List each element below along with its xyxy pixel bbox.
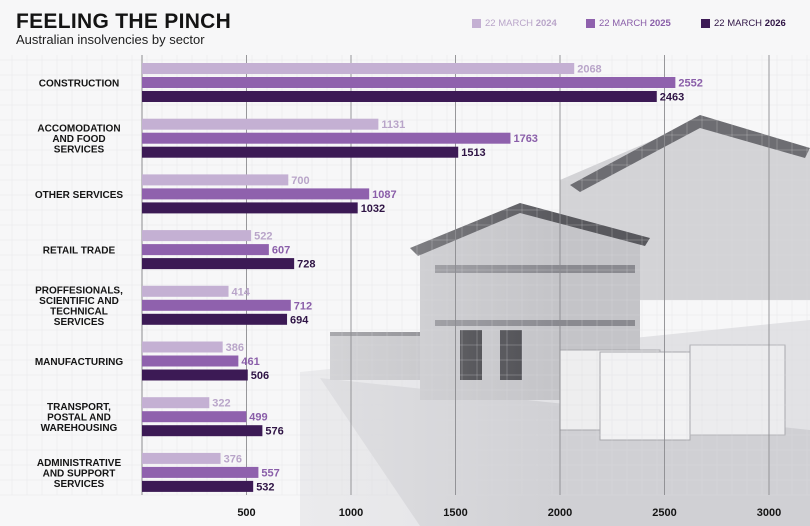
legend-item-2026: 22 MARCH 2026 [701,18,786,29]
bar-2026-4 [142,313,288,325]
legend-year-2025: 2025 [649,18,671,29]
bar-label-2025-2: 1087 [372,189,396,201]
legend-date-2024: 22 MARCH [485,18,534,29]
bar-label-2026-2: 1032 [361,203,385,215]
bar-label-2026-6: 576 [265,426,283,438]
category-label-6-line-2: WAREHOUSING [41,423,118,434]
bar-label-2025-1: 1763 [513,133,537,145]
x-tick-label-1000: 1000 [339,507,363,519]
category-label-7-line-1: AND SUPPORT [43,468,116,479]
bar-label-2025-0: 2552 [678,78,702,90]
bar-label-2024-4: 414 [232,286,251,298]
grid-layer [0,55,810,496]
bars-layer: 2068 2552 2463 1131 1763 1513 700 1087 1032 52260… [142,63,703,493]
bar-label-2026-1: 1513 [461,147,485,159]
category-label-4-line-0: PROFFESIONALS, [35,286,123,297]
chart-subtitle: Australian insolvencies by sector [16,32,205,47]
bar-2024-5 [142,341,223,353]
bar-label-2024-1: 1131 [381,119,405,131]
bar-label-2026-7: 532 [256,481,274,493]
bar-2025-3 [142,244,269,256]
bar-2026-1 [142,146,459,158]
category-label-7-line-0: ADMINISTRATIVE [37,458,122,469]
bar-label-2024-3: 522 [254,231,272,243]
legend-date-2026: 22 MARCH [714,18,763,29]
bar-2024-1 [142,118,379,130]
x-tick-label-2000: 2000 [548,507,572,519]
legend-swatch-2024 [472,19,481,28]
bar-label-2026-3: 728 [297,259,315,271]
bar-label-2024-5: 386 [226,342,244,354]
bar-2025-2 [142,188,370,200]
bar-2024-3 [142,230,252,242]
legend-year-2024: 2024 [535,18,557,29]
bar-label-2026-4: 694 [290,314,309,326]
category-label-7-line-2: SERVICES [54,479,105,490]
category-label-4-line-3: SERVICES [54,317,105,328]
bar-2024-6 [142,397,210,409]
bar-label-2026-5: 506 [251,370,269,382]
category-label-4-line-1: SCIENTIFIC AND [39,296,119,307]
bar-2024-2 [142,174,289,186]
bar-label-2025-4: 712 [294,300,312,312]
bar-2024-0 [142,63,575,74]
legend-item-2024: 22 MARCH 2024 [472,18,557,29]
bar-2025-6 [142,411,247,423]
legend-swatch-2025 [586,19,595,28]
bar-2025-1 [142,132,511,144]
bar-2026-2 [142,202,358,214]
bar-2026-6 [142,425,263,437]
bar-label-2026-0: 2463 [660,92,684,104]
x-tick-label-3000: 3000 [757,507,781,519]
legend-item-2025: 22 MARCH 2025 [586,18,671,29]
bar-2026-5 [142,369,248,381]
legend-date-2025: 22 MARCH [599,18,648,29]
bar-2025-5 [142,355,239,367]
category-label-1-line-0: ACCOMODATION [37,124,120,135]
bar-label-2024-2: 700 [291,175,309,187]
bar-2026-3 [142,258,295,270]
bar-2026-0 [142,91,657,102]
category-label-4-line-2: TECHNICAL [50,307,108,318]
legend-year-2026: 2026 [764,18,786,29]
legend-swatch-2026 [701,19,710,28]
category-label-6-line-0: TRANSPORT, [47,402,111,413]
bar-2025-4 [142,299,291,311]
category-label-1-line-2: SERVICES [54,145,105,156]
bar-label-2025-6: 499 [249,412,267,424]
category-label-5-line-0: MANUFACTURING [35,357,124,368]
category-label-1-line-1: AND FOOD [52,134,105,145]
category-label-0-line-0: CONSTRUCTION [39,79,120,90]
bar-label-2024-7: 376 [224,453,242,465]
bar-label-2024-6: 322 [212,398,230,410]
bar-label-2025-3: 607 [272,245,290,257]
x-axis-ticks-layer: 500 1000 1500 2000 2500 3000 [237,507,781,519]
bar-2025-7 [142,466,259,478]
category-label-6-line-1: POSTAL AND [47,413,111,424]
bar-2024-4 [142,285,229,297]
category-label-3-line-0: RETAIL TRADE [43,246,116,257]
bar-label-2025-7: 557 [261,467,279,479]
bar-2026-7 [142,480,254,492]
bar-label-2024-0: 2068 [577,64,601,76]
x-tick-label-2500: 2500 [652,507,676,519]
x-tick-label-1500: 1500 [443,507,467,519]
bar-2025-0 [142,77,676,88]
bar-2024-7 [142,452,221,464]
category-label-2-line-0: OTHER SERVICES [35,190,123,201]
x-tick-label-500: 500 [237,507,255,519]
chart-title: FEELING THE PINCH [16,10,232,33]
bar-label-2025-5: 461 [241,356,259,368]
